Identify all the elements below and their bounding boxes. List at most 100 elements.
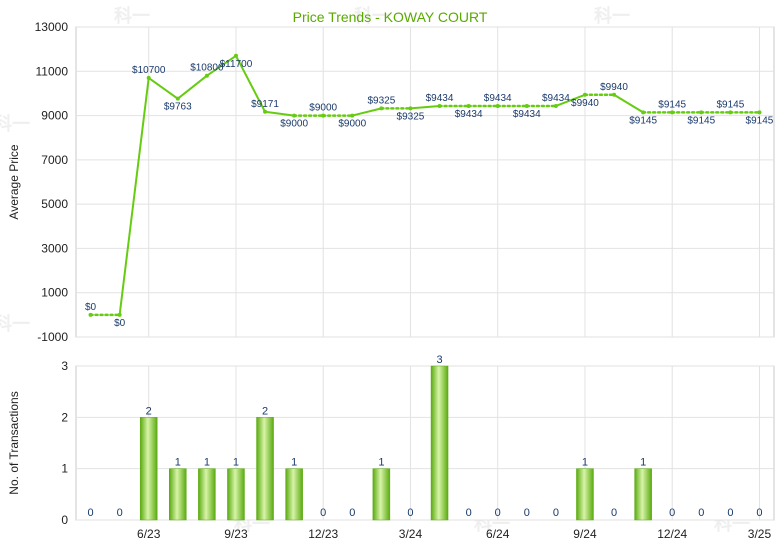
transaction-bar-label: 0: [407, 507, 413, 519]
price-line-segment: [555, 93, 586, 107]
price-data-label: $9940: [600, 82, 628, 93]
transaction-bar-label: 1: [640, 457, 646, 469]
price-point: [670, 110, 675, 115]
price-ytick-label: 9000: [41, 109, 68, 123]
transaction-bar-label: 1: [291, 457, 297, 469]
transaction-bar-label: 0: [669, 507, 675, 519]
price-plot-area: [75, 26, 775, 338]
transaction-bar-label: 1: [204, 457, 210, 469]
transaction-bar-label: 0: [756, 507, 762, 519]
price-point: [233, 53, 238, 58]
price-point: [495, 103, 500, 108]
watermark-text: 科一: [0, 313, 30, 334]
price-data-label: $9434: [484, 93, 512, 104]
x-tick-label: 3/25: [748, 527, 772, 541]
price-data-label: $9145: [629, 115, 657, 126]
transaction-bar-label: 1: [175, 457, 181, 469]
price-data-label: $9763: [164, 102, 192, 113]
price-data-label: $9145: [658, 99, 686, 110]
transaction-bar: [227, 468, 245, 521]
price-data-label: $10800: [190, 63, 224, 74]
price-line-segment: [264, 110, 295, 117]
price-point: [699, 110, 704, 115]
x-tick-label: 9/24: [573, 527, 597, 541]
transactions-ytick-label: 0: [61, 513, 68, 527]
price-point: [582, 92, 587, 97]
price-data-label: $9000: [338, 119, 366, 130]
transaction-bar: [430, 365, 449, 521]
watermark-text: 科一: [354, 5, 390, 26]
price-line-segment: [177, 74, 208, 100]
price-point: [350, 113, 355, 118]
watermark-text: 科一: [114, 5, 150, 26]
price-line-segment: [235, 55, 266, 113]
price-data-label: $0: [114, 318, 126, 329]
transaction-bar: [576, 468, 594, 521]
transactions-ytick-label: 3: [61, 359, 68, 373]
transaction-bar: [634, 468, 652, 521]
transaction-bar-label: 0: [320, 507, 326, 519]
transaction-bar: [372, 468, 391, 521]
price-ytick-label: 11000: [36, 64, 69, 78]
watermark-text: 科一: [594, 5, 630, 26]
price-point: [321, 113, 326, 118]
price-data-label: $0: [85, 302, 97, 313]
price-point: [466, 103, 471, 108]
price-data-label: $9145: [687, 115, 715, 126]
price-data-label: $9940: [571, 98, 599, 109]
transaction-bar-label: 3: [436, 354, 442, 366]
price-data-label: $9145: [746, 115, 774, 126]
price-ytick-label: 1000: [41, 286, 68, 300]
transaction-bar-label: 0: [495, 507, 501, 519]
price-point: [728, 110, 733, 115]
transaction-bar-label: 2: [262, 405, 268, 417]
price-ytick-label: 5000: [41, 197, 68, 211]
chart-title: Price Trends - KOWAY COURT: [293, 9, 488, 25]
transaction-bar-label: 0: [87, 507, 93, 519]
transaction-bar-label: 1: [582, 457, 588, 469]
price-panel: -1000 1000 3000 5000 7000 9000 11000 13000 Avera…: [7, 20, 775, 344]
price-data-label: $9325: [367, 95, 395, 106]
price-ytick-label: -1000: [37, 330, 68, 344]
price-data-label: $9000: [309, 103, 337, 114]
transactions-ytick-label: 2: [61, 410, 68, 424]
price-point: [408, 106, 413, 111]
price-data-label: $9434: [426, 93, 454, 104]
price-point: [117, 312, 122, 317]
price-line-segment: [206, 54, 237, 77]
price-line-segment: [613, 93, 644, 114]
price-ytick-label: 3000: [41, 241, 68, 255]
x-tick-label: 6/23: [137, 527, 161, 541]
transaction-bar: [285, 468, 303, 521]
price-point: [524, 103, 529, 108]
price-point: [204, 73, 209, 78]
price-data-label: $9434: [542, 93, 570, 104]
transaction-bar-label: 2: [146, 405, 152, 417]
x-tick-label: 9/23: [224, 527, 248, 541]
x-tick-label: 3/24: [399, 527, 423, 541]
price-point: [292, 113, 297, 118]
transaction-bar-label: 0: [698, 507, 704, 519]
price-point: [612, 92, 617, 97]
price-point: [175, 96, 180, 101]
price-point: [757, 110, 762, 115]
price-axis-label: Average Price: [7, 144, 21, 219]
price-data-label: $9000: [280, 119, 308, 130]
price-line-segment: [148, 77, 179, 100]
transaction-bar: [198, 468, 216, 521]
price-data-label: $9434: [455, 109, 483, 120]
price-data-label: $11700: [220, 59, 253, 70]
price-line-segment: [410, 104, 440, 110]
transaction-bar-label: 0: [117, 507, 123, 519]
transaction-bar: [139, 417, 158, 521]
price-line-segment: [118, 77, 150, 315]
transaction-bar-label: 0: [524, 507, 530, 519]
transaction-bar: [256, 417, 274, 521]
price-data-label: $10700: [132, 65, 166, 76]
price-data-label: $9145: [716, 99, 744, 110]
transaction-bar-label: 0: [727, 507, 733, 519]
transactions-axis-label: No. of Transactions: [7, 391, 21, 494]
transaction-bar-label: 0: [349, 507, 355, 519]
